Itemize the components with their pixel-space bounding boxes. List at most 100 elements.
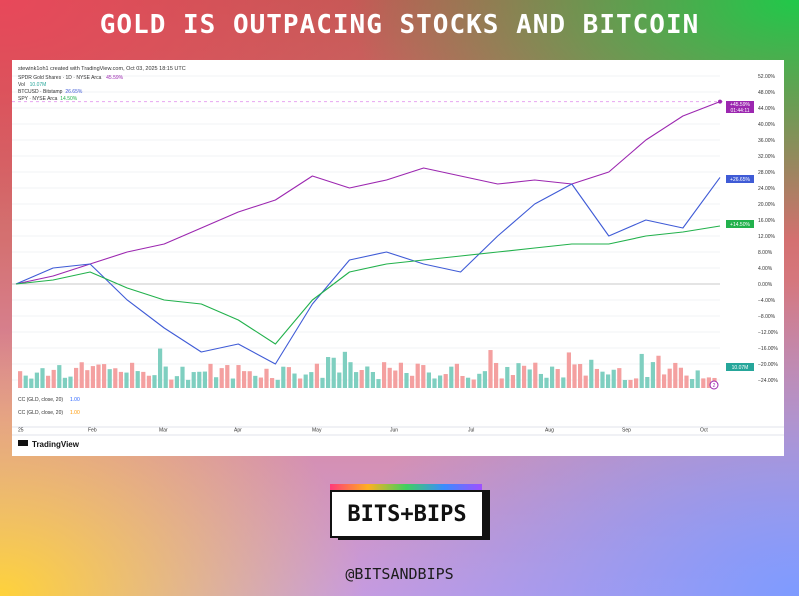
volume-bar: [298, 378, 303, 388]
tag-gold-time: 01:44:11: [730, 108, 749, 114]
volume-bar: [572, 364, 577, 388]
volume-bar: [628, 379, 633, 388]
indicator-2-value: 1.00: [70, 410, 80, 416]
tag-volume: 10.07M: [726, 363, 754, 371]
volume-bar: [135, 371, 140, 388]
svg-text:+14.50%: +14.50%: [730, 222, 750, 228]
volume-bar: [443, 374, 448, 388]
volume-bar: [292, 373, 297, 388]
y-tick-label: 52.00%: [758, 74, 776, 80]
y-tick-label: 48.00%: [758, 90, 776, 96]
volume-bar: [438, 375, 443, 388]
x-tick-label: Feb: [88, 428, 97, 434]
volume-bar: [393, 370, 398, 388]
volume-bar: [544, 377, 549, 388]
legend-label: BTCUSD · Bitstamp: [18, 89, 63, 95]
volume-bar: [555, 369, 560, 388]
y-tick-label: 0.00%: [758, 282, 773, 288]
indicator-1-label: CC (GLD, close, 20): [18, 397, 63, 403]
volume-bar: [516, 363, 521, 388]
volume-bar: [606, 374, 611, 388]
volume-bar: [365, 366, 370, 388]
volume-bar: [342, 351, 347, 388]
volume-bar: [186, 379, 191, 388]
volume-bar: [370, 372, 375, 388]
volume-bar: [152, 375, 157, 388]
event-marker[interactable]: 2: [709, 380, 719, 390]
svg-text:10.07M: 10.07M: [732, 365, 749, 371]
volume-bar: [460, 375, 465, 388]
legend-value: 45.59%: [106, 75, 124, 81]
volume-bar: [242, 371, 247, 388]
volume-bar: [376, 379, 381, 388]
volume-bar: [673, 362, 678, 388]
chart-header: stewink1oh1 created with TradingView.com…: [18, 66, 186, 72]
y-tick-label: −12.00%: [758, 330, 778, 336]
volume-bar: [236, 365, 241, 388]
volume-bar: [68, 376, 73, 388]
volume-bar: [639, 353, 644, 388]
svg-text:+26.65%: +26.65%: [730, 177, 750, 183]
volume-bar: [85, 370, 90, 388]
volume-bar: [684, 375, 689, 388]
volume-bar: [163, 366, 168, 388]
volume-bar: [404, 372, 409, 388]
x-tick-label: Apr: [234, 428, 242, 434]
volume-bar: [645, 376, 650, 388]
volume-bar: [309, 372, 314, 388]
volume-bar: [662, 374, 667, 388]
tradingview-logo[interactable]: TradingView: [18, 440, 80, 449]
volume-bar: [202, 371, 207, 388]
volume-bar: [589, 359, 594, 388]
volume-bar: [331, 357, 336, 388]
volume-bar: [634, 378, 639, 388]
legend-label: Vol: [18, 82, 25, 88]
volume-bar: [230, 378, 235, 388]
volume-bar: [432, 378, 437, 388]
volume-bar: [583, 375, 588, 388]
volume-bar: [107, 369, 112, 388]
y-tick-label: −20.00%: [758, 362, 778, 368]
volume-bar: [247, 371, 252, 388]
volume-bar: [494, 362, 499, 388]
series-line-1: [15, 101, 721, 285]
volume-bar: [62, 377, 67, 388]
volume-bar: [141, 371, 146, 388]
volume-bar: [695, 370, 700, 388]
headline: GOLD IS OUTPACING STOCKS AND BITCOIN: [99, 10, 700, 40]
volume-bar: [421, 365, 426, 388]
volume-bar: [594, 368, 599, 388]
volume-bar: [124, 372, 129, 388]
svg-text:2: 2: [713, 383, 716, 389]
x-tick-label: Sep: [622, 428, 631, 434]
volume-bar: [348, 362, 353, 388]
x-tick-label: Oct: [700, 428, 708, 434]
series-lines: [15, 99, 722, 365]
volume-bar: [264, 368, 269, 388]
logo-text: BITS+BIPS: [330, 490, 484, 538]
volume-bar: [34, 372, 39, 388]
x-tick-label: Aug: [545, 428, 554, 434]
y-tick-label: −24.00%: [758, 378, 778, 384]
legend-value: 26.65%: [65, 89, 83, 95]
indicator-1-value: 1.00: [70, 397, 80, 403]
volume-bar: [23, 375, 28, 388]
volume-bar: [180, 366, 185, 388]
volume-bar: [522, 365, 527, 388]
volume-bar: [208, 363, 213, 388]
tradingview-brand: TradingView: [32, 440, 80, 449]
series-line-2: [15, 177, 721, 365]
volume-bar: [130, 362, 135, 388]
volume-bar: [46, 375, 51, 388]
volume-bar: [426, 372, 431, 388]
volume-bar: [96, 364, 101, 388]
legend-label: SPY · NYSE Arca: [18, 96, 58, 102]
x-tick-label: Jun: [390, 428, 398, 434]
y-tick-label: 4.00%: [758, 266, 773, 272]
tag-gold-value: +45.59%: [730, 102, 750, 108]
y-axis: 52.00% 48.00% 44.00% 40.00% 36.00% 32.00% 28.0…: [758, 74, 778, 384]
volume-bar: [286, 367, 291, 388]
tag-gold: +45.59% 01:44:11: [726, 101, 754, 114]
volume-bar: [701, 378, 706, 388]
volume-bar: [253, 375, 258, 388]
